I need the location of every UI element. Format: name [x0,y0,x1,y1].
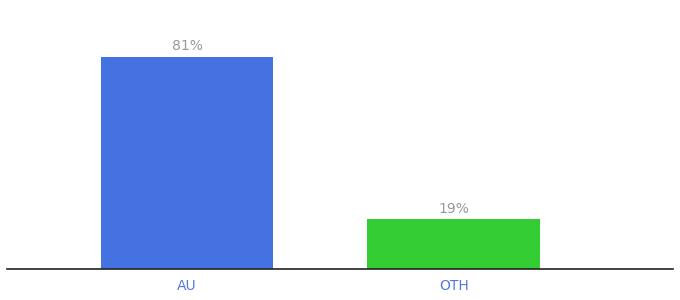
Bar [101,57,273,269]
Text: 81%: 81% [172,39,203,53]
Bar [367,220,540,269]
Text: 19%: 19% [438,202,469,215]
